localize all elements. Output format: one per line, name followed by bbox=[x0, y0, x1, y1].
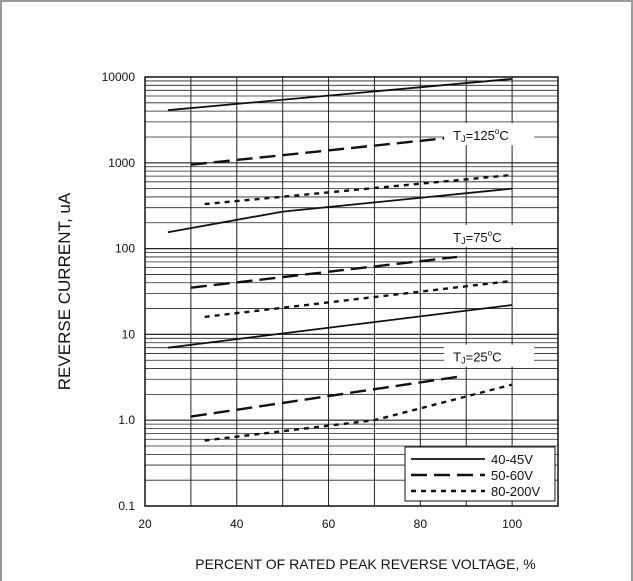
series-line-40-45V-tj75 bbox=[167, 187, 513, 234]
x-tick-label: 40 bbox=[230, 517, 244, 531]
series-layer bbox=[167, 78, 513, 442]
y-tick-label: 100 bbox=[115, 242, 135, 256]
series-line-40-45V-tj25 bbox=[167, 304, 513, 349]
y-tick-label: 0.1 bbox=[118, 499, 135, 513]
series-line-80-200V-tj125 bbox=[204, 173, 513, 206]
y-tick-label: 1000 bbox=[108, 156, 135, 170]
annotation-tj75: TJ=75oC bbox=[453, 229, 501, 246]
y-tick-label: 1.0 bbox=[118, 413, 135, 427]
legend-label-40-45V: 40-45V bbox=[491, 452, 533, 467]
annotation-background bbox=[444, 344, 535, 367]
ticks: 20 40 60 80 100 0.1 1.0 10 100 1000 10000 bbox=[102, 70, 523, 531]
series-line-80-200V-tj75 bbox=[204, 279, 513, 319]
x-tick-label: 100 bbox=[502, 517, 522, 531]
series-line-50-60V-tj125 bbox=[190, 135, 458, 166]
series-line-80-200V-tj25 bbox=[204, 383, 513, 442]
legend-label-80-200V: 80-200V bbox=[491, 484, 540, 499]
annotation-tj25: TJ=25oC bbox=[453, 349, 501, 366]
series-line-40-45V-tj125 bbox=[167, 78, 513, 112]
y-tick-label: 10000 bbox=[102, 70, 136, 84]
x-tick-label: 60 bbox=[322, 517, 336, 531]
x-axis-title: PERCENT OF RATED PEAK REVERSE VOLTAGE, % bbox=[195, 556, 535, 572]
annotation-background bbox=[444, 123, 535, 146]
plot-border bbox=[144, 76, 559, 507]
annotation-tj125: TJ=125oC bbox=[453, 127, 509, 144]
y-tick-label: 10 bbox=[122, 327, 136, 341]
legend-label-50-60V: 50-60V bbox=[491, 468, 533, 483]
x-tick-label: 80 bbox=[414, 517, 428, 531]
series-line-50-60V-tj25 bbox=[190, 375, 458, 418]
plot-border-rect bbox=[144, 76, 559, 507]
x-tick-label: 20 bbox=[138, 517, 152, 531]
annotation-background bbox=[444, 224, 535, 247]
annotation-layer: TJ=125oC TJ=75oC TJ=25oC bbox=[444, 123, 535, 367]
y-axis-title: REVERSE CURRENT, uA bbox=[55, 192, 74, 390]
